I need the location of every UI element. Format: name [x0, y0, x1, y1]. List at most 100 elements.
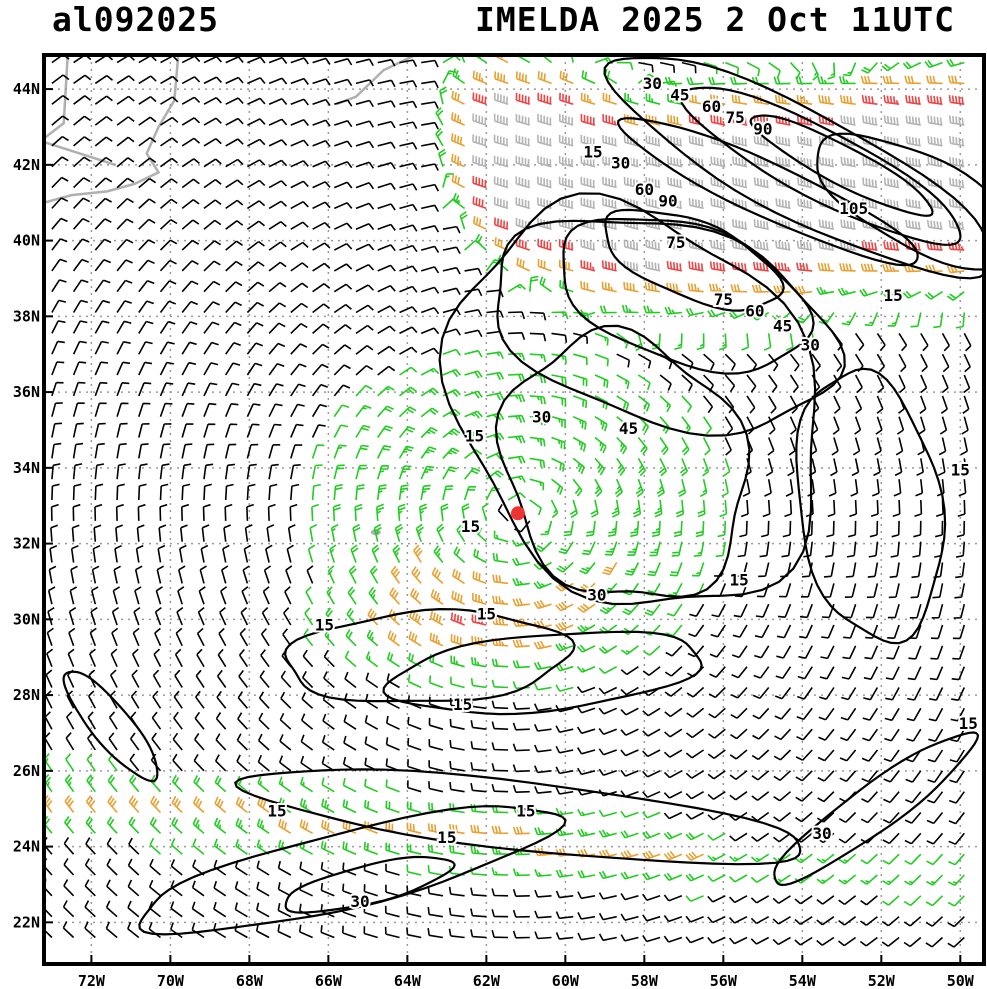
wind-barb [832, 416, 840, 435]
wind-barb [86, 774, 96, 793]
wind-barb [551, 395, 567, 407]
wind-barb [299, 798, 314, 814]
wind-barb [427, 907, 444, 918]
contour-label: 30 [350, 892, 369, 911]
wind-barb [225, 362, 241, 376]
wind-barb [69, 586, 77, 605]
contour-label: 75 [714, 290, 733, 309]
wind-barb [614, 478, 623, 498]
wind-barb [355, 223, 375, 231]
wind-barb [342, 925, 357, 939]
wind-barb [699, 479, 708, 498]
wind-barb [268, 362, 285, 376]
wind-barb [429, 675, 444, 689]
wind-barb [116, 136, 135, 147]
wind-barb [247, 118, 266, 126]
wind-barb [907, 687, 922, 701]
wind-barb [470, 824, 487, 835]
wind-barb [51, 361, 65, 376]
wind-barb [191, 880, 205, 897]
lon-tick-label: 54W [789, 972, 817, 989]
wind-barb [191, 901, 205, 918]
wind-barb [555, 807, 574, 816]
wind-barb [159, 320, 176, 334]
wind-barb [512, 577, 530, 587]
wind-barb [149, 837, 162, 855]
wind-barb [181, 199, 200, 210]
wind-barb [112, 586, 121, 605]
wind-barb [903, 916, 922, 927]
wind-barb [111, 627, 119, 647]
wind-barb [203, 402, 217, 417]
contour-label: 15 [437, 828, 456, 847]
wind-barb [394, 523, 404, 542]
contour-label: 15 [461, 517, 480, 536]
wind-barb [730, 686, 748, 699]
wind-barb [181, 260, 199, 272]
wind-barb [925, 936, 944, 948]
wind-barb [868, 541, 879, 558]
wind-barb [926, 811, 944, 825]
wind-barb [312, 140, 331, 147]
wind-barb [225, 158, 244, 168]
wind-barb [773, 311, 792, 323]
wind-barb [663, 850, 683, 861]
wind-barb [796, 94, 813, 105]
wind-barb [472, 196, 487, 210]
wind-barb [106, 879, 118, 897]
wind-barb [772, 916, 791, 925]
wind-barb [898, 374, 906, 394]
wind-barb [580, 239, 596, 251]
wind-barb [127, 879, 140, 897]
wind-barb [72, 503, 81, 521]
wind-barb [290, 363, 307, 376]
wind-barb [366, 629, 379, 647]
wind-barb [719, 499, 728, 518]
wind-barb [795, 811, 813, 823]
wind-barb [842, 645, 857, 660]
wind-barb [470, 845, 487, 855]
wind-barb [818, 219, 835, 230]
wind-barb [195, 690, 205, 709]
wind-barb [753, 240, 769, 251]
contour-label: 15 [267, 801, 286, 820]
wind-barb [138, 157, 157, 168]
wind-barb [907, 666, 922, 681]
wind-barb [930, 624, 944, 640]
wind-barb [529, 332, 547, 342]
wind-barb [442, 266, 461, 275]
wind-barb [644, 603, 661, 617]
wind-barb [277, 924, 292, 939]
wind-barb [406, 843, 422, 855]
wind-barb [278, 818, 292, 834]
contour-label: 30 [611, 154, 630, 173]
wind-barb [659, 395, 672, 413]
lon-tick-label: 64W [394, 972, 422, 989]
wind-barb [643, 305, 661, 314]
wind-barb [260, 649, 270, 668]
wind-barb [555, 932, 574, 940]
wind-barb [764, 479, 772, 497]
wind-barb [884, 707, 900, 722]
wind-barb [898, 332, 908, 352]
wind-barb [407, 759, 422, 772]
wind-barb [300, 713, 314, 730]
wind-barb [788, 437, 796, 456]
coastline [44, 55, 180, 204]
contour-label: 60 [745, 301, 764, 320]
wind-barb [746, 61, 761, 77]
wind-barb [257, 733, 270, 751]
wind-barb [138, 382, 152, 397]
wind-barb [782, 520, 792, 538]
wind-barb [342, 841, 357, 855]
wind-barb [955, 312, 966, 329]
wind-barb [620, 728, 639, 736]
wind-barb [620, 892, 639, 901]
wind-barb [926, 874, 944, 886]
wind-barb [330, 523, 339, 542]
wind-barb [399, 326, 418, 335]
wind-barb [431, 567, 444, 584]
wind-barb [346, 607, 357, 626]
wind-barb [882, 832, 900, 845]
